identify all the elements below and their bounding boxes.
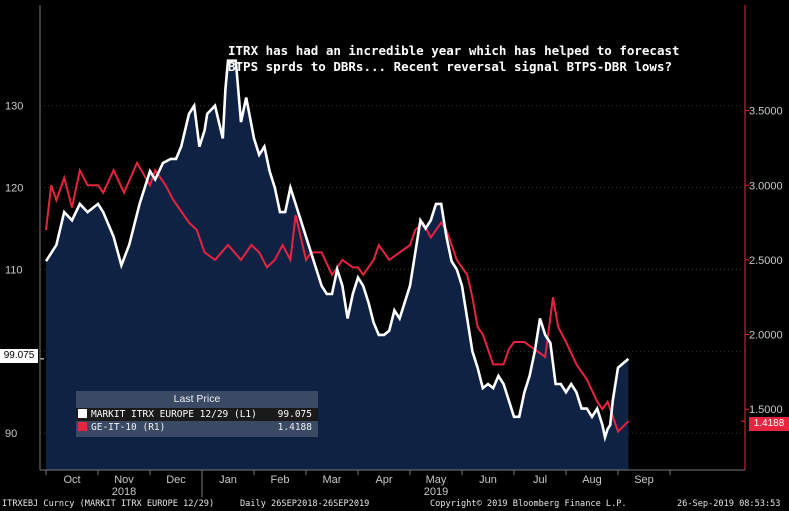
legend-value-ge-it-10: 1.4188 — [277, 422, 312, 433]
y-left-tick-label: 110 — [5, 264, 23, 276]
legend-row-itrx[interactable]: MARKIT ITRX EUROPE 12/29 (L1) 99.075 — [76, 408, 318, 421]
footer-copyright: Copyright© 2019 Bloomberg Finance L.P. — [430, 499, 627, 509]
legend: Last Price MARKIT ITRX EUROPE 12/29 (L1)… — [76, 391, 318, 437]
y-right-tick-label: 2.0000 — [749, 330, 783, 342]
y-left-tick-label: 120 — [5, 183, 23, 195]
x-tick-label: Nov — [114, 474, 134, 486]
x-tick-label: Jul — [533, 474, 547, 486]
y-right-tick-label: 2.5000 — [749, 255, 783, 267]
annotation-line-1: ITRX has had an incredible year which ha… — [228, 43, 680, 58]
legend-name-ge-it-10: GE-IT-10 (R1) — [91, 422, 166, 433]
legend-title: Last Price — [173, 393, 221, 405]
itrx-area-fill — [46, 60, 629, 470]
y-left-tick-label: 130 — [5, 101, 23, 113]
x-tick-label: Apr — [375, 474, 392, 486]
legend-name-itrx: MARKIT ITRX EUROPE 12/29 (L1) — [91, 409, 257, 420]
ge-it-10-line — [45, 160, 630, 434]
itrx-line — [44, 59, 630, 443]
last-value-badge-left: 99.075 — [0, 349, 38, 363]
legend-swatch-ge-it-10 — [78, 422, 87, 431]
footer-ticker: ITRXEBJ Curncy (MARKIT ITRX EUROPE 12/29… — [2, 499, 215, 509]
footer-period: Daily 26SEP2018-26SEP2019 — [240, 499, 370, 509]
x-tick-label: Dec — [166, 474, 186, 486]
x-tick-label: Oct — [63, 474, 80, 486]
x-tick-label: Sep — [634, 474, 654, 486]
y-right-tick-label: 3.0000 — [749, 180, 783, 192]
x-tick-label: Feb — [271, 474, 290, 486]
legend-swatch-itrx — [78, 409, 87, 418]
x-tick-label: Aug — [582, 474, 602, 486]
x-tick-label: Mar — [323, 474, 342, 486]
footer-timestamp: 26-Sep-2019 08:53:53 — [677, 499, 781, 509]
y-right-tick-label: 1.5000 — [749, 404, 783, 416]
x-tick-label: May — [426, 474, 447, 486]
last-value-badge-right: 1.4188 — [749, 417, 789, 431]
x-year-label: 2018 — [112, 486, 136, 498]
annotation-line-2: BTPS sprds to DBRs... Recent reversal si… — [228, 59, 673, 74]
x-tick-label: Jun — [479, 474, 497, 486]
y-right-tick-label: 3.5000 — [749, 106, 783, 118]
x-tick-label: Jan — [219, 474, 237, 486]
legend-value-itrx: 99.075 — [277, 409, 312, 420]
legend-row-ge-it-10[interactable]: GE-IT-10 (R1) 1.4188 — [76, 421, 318, 434]
x-year-label: 2019 — [424, 486, 448, 498]
footer: ITRXEBJ Curncy (MARKIT ITRX EUROPE 12/29… — [0, 497, 789, 511]
chart-annotation: ITRX has had an incredible year which ha… — [228, 43, 748, 75]
y-left-tick-label: 90 — [5, 428, 17, 440]
